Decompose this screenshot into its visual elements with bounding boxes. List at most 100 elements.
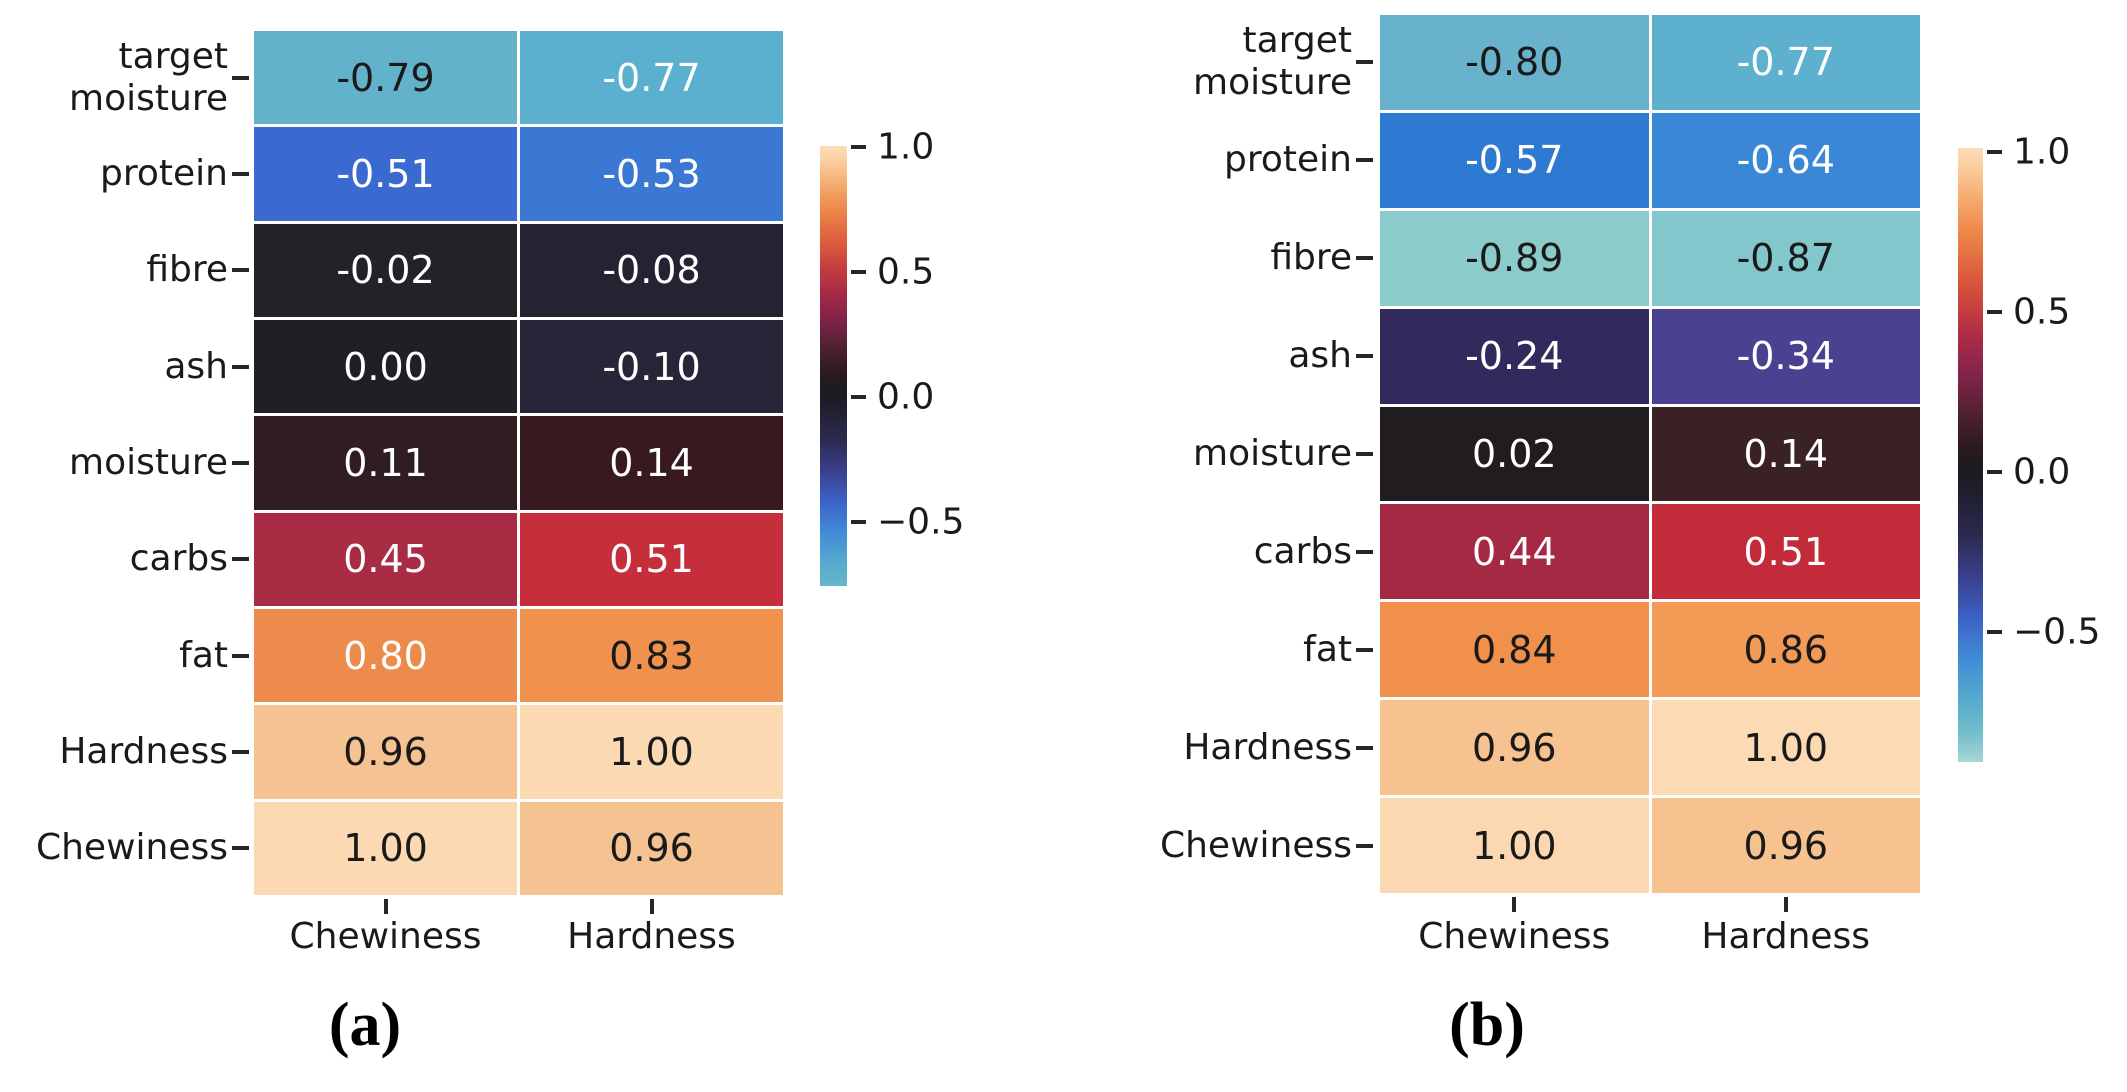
- row-tick-b: [1356, 354, 1373, 359]
- colorbar-tick-a: [851, 395, 866, 399]
- heatmap-cell-b-Hardness-Hardness: 1.00: [1651, 700, 1920, 796]
- heatmap-cell-a-protein-Hardness: -0.53: [520, 127, 783, 221]
- row-tick-a: [232, 268, 249, 273]
- heatmap-cell-b-target-moisture-Chewiness: -0.80: [1380, 15, 1649, 110]
- heatmap-cell-a-fibre-Hardness: -0.08: [520, 223, 783, 317]
- row-label-b-Chewiness: Chewiness: [1159, 824, 1352, 866]
- col-tick-b: [1512, 897, 1517, 912]
- colorbar-tick-a: [851, 520, 866, 524]
- row-label-b-ash: ash: [1288, 335, 1352, 377]
- caption-panel-a: (a): [328, 991, 402, 1059]
- heatmap-grid-b: -0.80 -0.77 -0.57 -0.64 -0.89 -0.87 -0.24 -0.34…: [1380, 15, 1920, 893]
- row-tick-a: [232, 653, 249, 658]
- heatmap-grid-a: -0.79 -0.77 -0.51 -0.53 -0.02 -0.08 0.00 -0.10 0…: [254, 31, 783, 895]
- row-label-a-fibre: fibre: [146, 249, 228, 291]
- heatmap-cell-a-moisture-Chewiness: 0.11: [254, 416, 517, 510]
- row-label-a-target-moisture: target moisture: [69, 35, 228, 119]
- colorbar-tick-b: [1987, 470, 2002, 474]
- colorbar-label-b-1.0: 1.0: [2013, 131, 2071, 173]
- heatmap-cell-b-moisture-Chewiness: 0.02: [1380, 406, 1649, 502]
- colorbar-a: [820, 146, 847, 586]
- row-label-b-carbs: carbs: [1253, 530, 1352, 572]
- heatmap-cell-a-Chewiness-Chewiness: 1.00: [254, 801, 517, 895]
- row-label-a-carbs: carbs: [129, 538, 228, 580]
- colorbar-label-b-0.5: 0.5: [2013, 291, 2071, 333]
- row-label-a-moisture: moisture: [69, 442, 228, 483]
- heatmap-cell-a-fat-Chewiness: 0.80: [254, 609, 517, 703]
- row-tick-a: [232, 750, 249, 754]
- row-label-a-Chewiness: Chewiness: [35, 827, 228, 869]
- row-label-a-protein: protein: [100, 153, 228, 194]
- heatmap-cell-b-fibre-Chewiness: -0.89: [1380, 210, 1649, 306]
- row-label-a-Hardness: Hardness: [59, 731, 228, 772]
- heatmap-cell-b-target-moisture-Hardness: -0.77: [1651, 15, 1920, 110]
- heatmap-cell-b-Chewiness-Chewiness: 1.00: [1380, 798, 1649, 893]
- heatmap-cell-b-carbs-Chewiness: 0.44: [1380, 504, 1649, 600]
- colorbar-label-b-0.0: 0.0: [2013, 451, 2071, 493]
- col-tick-a: [383, 899, 388, 914]
- colorbar-label-a-0.0: 0.0: [877, 376, 935, 418]
- row-label-b-fibre: fibre: [1270, 237, 1352, 279]
- row-tick-b: [1356, 452, 1373, 456]
- row-label-b-fat: fat: [1303, 628, 1352, 670]
- heatmap-cell-b-carbs-Hardness: 0.51: [1651, 504, 1920, 600]
- heatmap-cell-a-carbs-Chewiness: 0.45: [254, 512, 517, 606]
- row-tick-b: [1356, 158, 1373, 163]
- heatmap-cell-a-target-moisture-Chewiness: -0.79: [254, 31, 517, 125]
- colorbar-tick-a: [851, 270, 866, 274]
- heatmap-cell-b-protein-Hardness: -0.64: [1651, 112, 1920, 208]
- x-label-a-Chewiness: Chewiness: [289, 916, 482, 957]
- x-label-a-Hardness: Hardness: [567, 916, 736, 957]
- colorbar-b: [1958, 148, 1983, 762]
- colorbar-tick-b: [1987, 310, 2002, 314]
- colorbar-tick-a: [851, 145, 866, 149]
- col-tick-b: [1783, 897, 1788, 912]
- heatmap-cell-b-fat-Chewiness: 0.84: [1380, 602, 1649, 698]
- row-tick-a: [232, 364, 249, 369]
- heatmap-cell-b-Hardness-Chewiness: 0.96: [1380, 700, 1649, 796]
- caption-panel-b: (b): [1449, 991, 1525, 1059]
- row-tick-a: [232, 557, 249, 562]
- heatmap-cell-b-ash-Chewiness: -0.24: [1380, 308, 1649, 404]
- row-tick-b: [1356, 256, 1373, 261]
- heatmap-cell-a-ash-Chewiness: 0.00: [254, 320, 517, 414]
- heatmap-cell-a-fat-Hardness: 0.83: [520, 609, 783, 703]
- colorbar-label-a-1.0: 1.0: [877, 126, 935, 168]
- x-label-b-Hardness: Hardness: [1701, 916, 1871, 957]
- row-tick-b: [1356, 549, 1373, 554]
- row-tick-a: [232, 75, 249, 80]
- row-tick-b: [1356, 647, 1373, 652]
- row-label-b-target-moisture: target moisture: [1193, 20, 1352, 104]
- heatmap-cell-a-Hardness-Hardness: 1.00: [520, 705, 783, 799]
- row-label-a-fat: fat: [179, 634, 228, 676]
- colorbar-label-b-−0.5: −0.5: [2013, 611, 2101, 653]
- heatmap-cell-a-Chewiness-Hardness: 0.96: [520, 801, 783, 895]
- row-tick-b: [1356, 843, 1373, 848]
- heatmap-cell-b-Chewiness-Hardness: 0.96: [1651, 798, 1920, 893]
- row-tick-a: [232, 461, 249, 465]
- x-label-b-Chewiness: Chewiness: [1418, 916, 1611, 957]
- row-label-b-Hardness: Hardness: [1183, 726, 1352, 768]
- heatmap-cell-a-fibre-Chewiness: -0.02: [254, 223, 517, 317]
- col-tick-a: [649, 899, 654, 914]
- heatmap-cell-a-carbs-Hardness: 0.51: [520, 512, 783, 606]
- row-label-b-moisture: moisture: [1193, 433, 1352, 474]
- colorbar-tick-b: [1987, 150, 2002, 154]
- heatmap-cell-b-moisture-Hardness: 0.14: [1651, 406, 1920, 502]
- row-label-b-protein: protein: [1224, 139, 1352, 181]
- row-tick-a: [232, 846, 249, 851]
- row-tick-b: [1356, 60, 1373, 65]
- colorbar-tick-b: [1987, 630, 2002, 634]
- row-tick-a: [232, 172, 249, 176]
- colorbar-label-a-−0.5: −0.5: [877, 501, 965, 543]
- colorbar-label-a-0.5: 0.5: [877, 251, 935, 293]
- heatmap-cell-a-ash-Hardness: -0.10: [520, 320, 783, 414]
- row-tick-b: [1356, 745, 1373, 750]
- heatmap-cell-a-Hardness-Chewiness: 0.96: [254, 705, 517, 799]
- heatmap-cell-b-fat-Hardness: 0.86: [1651, 602, 1920, 698]
- heatmap-cell-b-protein-Chewiness: -0.57: [1380, 112, 1649, 208]
- row-label-a-ash: ash: [164, 345, 228, 387]
- heatmap-cell-a-protein-Chewiness: -0.51: [254, 127, 517, 221]
- heatmap-cell-b-fibre-Hardness: -0.87: [1651, 210, 1920, 306]
